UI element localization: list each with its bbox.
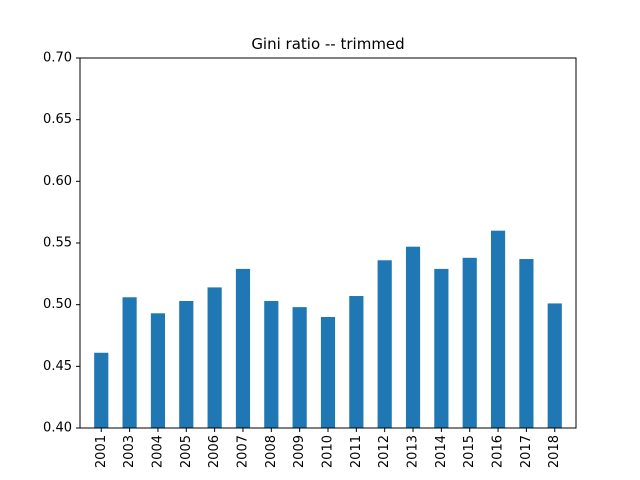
bar-2008 <box>264 300 279 428</box>
bar-2011 <box>349 296 364 428</box>
x-axis: 2001 2003 2004 2005 2006 2007 2008 2009 2010 2011… <box>94 428 562 468</box>
bars-group <box>94 230 562 428</box>
x-tick-label-2003: 2003 <box>122 435 137 468</box>
bar-2006 <box>207 287 222 428</box>
x-tick-label-2014: 2014 <box>434 435 449 468</box>
x-tick-label-2018: 2018 <box>547 435 562 468</box>
x-tick-label-2011: 2011 <box>349 435 364 468</box>
bar-2012 <box>377 260 392 428</box>
x-tick-label-2004: 2004 <box>150 435 165 468</box>
x-tick-label-2010: 2010 <box>321 435 336 468</box>
y-tick-label-0.55: 0.55 <box>43 236 72 251</box>
bar-2010 <box>320 317 336 428</box>
y-axis: 0.40 0.45 0.50 0.55 0.60 0.65 0.70 <box>43 51 80 436</box>
x-tick-label-2015: 2015 <box>462 435 477 468</box>
x-tick-label-2006: 2006 <box>207 435 222 468</box>
x-tick-label-2001: 2001 <box>94 435 109 468</box>
bar-2004 <box>150 313 166 428</box>
bar-2001 <box>94 352 109 428</box>
bar-2016 <box>490 230 506 428</box>
bar-2014 <box>434 268 449 428</box>
x-tick-label-2013: 2013 <box>406 435 421 468</box>
plot-frame <box>79 57 577 429</box>
bar-2013 <box>405 246 421 428</box>
y-tick-label-0.45: 0.45 <box>43 359 72 374</box>
y-tick-label-0.65: 0.65 <box>43 112 72 127</box>
bar-2017 <box>519 259 534 428</box>
x-tick-label-2005: 2005 <box>179 435 194 468</box>
bar-2009 <box>292 307 307 428</box>
bar-2015 <box>462 257 477 428</box>
y-tick-label-0.40: 0.40 <box>43 421 72 436</box>
bar-2005 <box>179 300 194 428</box>
bar-2018 <box>547 303 562 428</box>
x-tick-label-2017: 2017 <box>519 435 534 468</box>
x-tick-label-2009: 2009 <box>292 435 307 468</box>
bar-2007 <box>235 268 251 428</box>
x-tick-label-2008: 2008 <box>264 435 279 468</box>
x-tick-label-2012: 2012 <box>377 435 392 468</box>
y-tick-label-0.50: 0.50 <box>43 297 72 312</box>
x-tick-label-2007: 2007 <box>235 435 250 468</box>
y-tick-label-0.60: 0.60 <box>43 174 72 189</box>
bar-2003 <box>122 297 137 428</box>
y-tick-label-0.70: 0.70 <box>43 51 72 66</box>
chart-title: Gini ratio -- trimmed <box>251 35 404 53</box>
x-tick-label-2016: 2016 <box>491 435 506 468</box>
